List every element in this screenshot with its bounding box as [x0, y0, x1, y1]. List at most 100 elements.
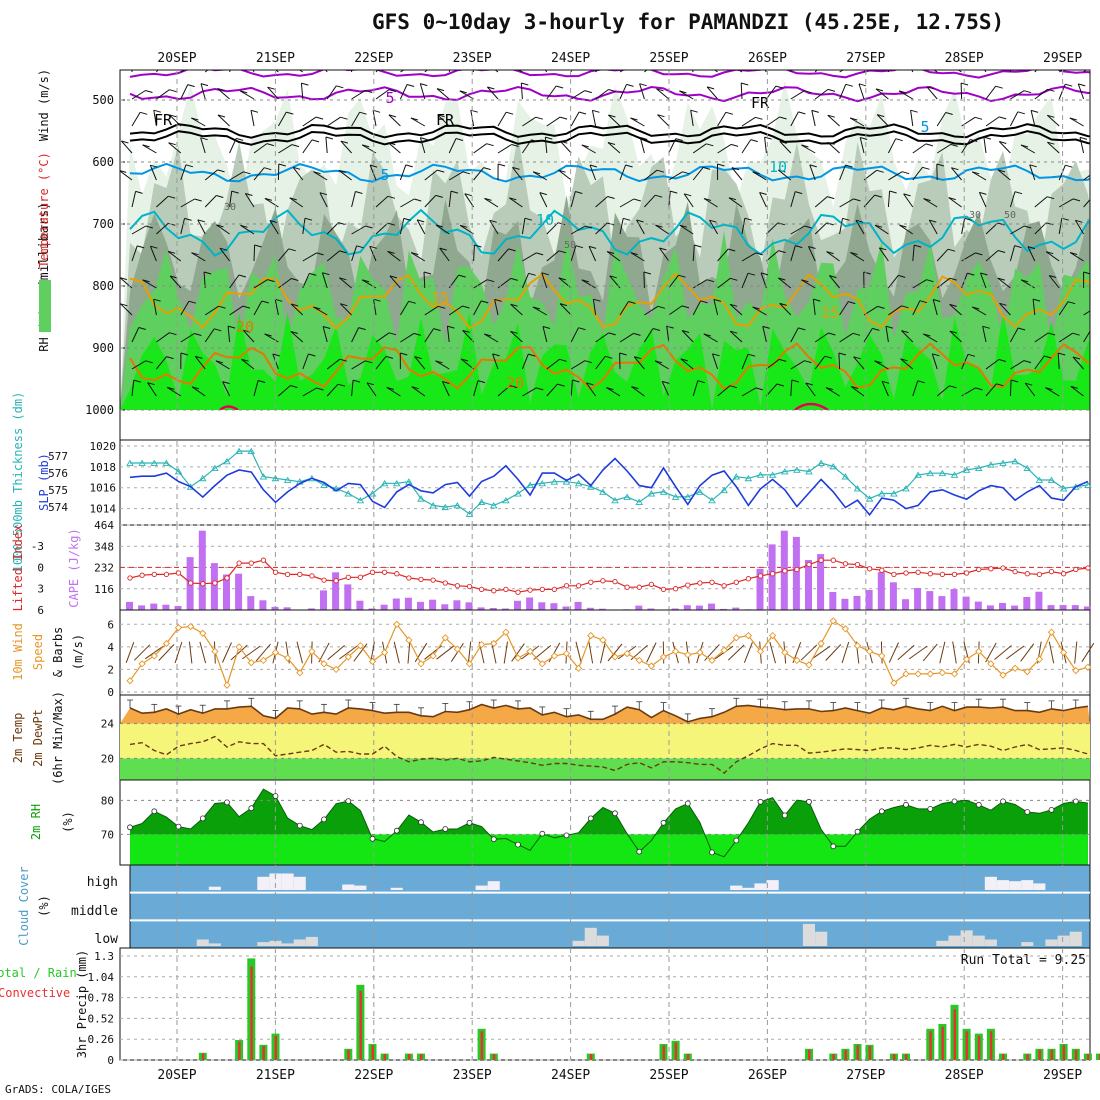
- wind-barb: [1058, 218, 1063, 235]
- wind-barb: [779, 303, 792, 316]
- wind-barb: [936, 143, 951, 154]
- wind-barb-flag: [824, 355, 832, 359]
- wind-speed-marker: [490, 639, 498, 648]
- cape-bar: [974, 601, 982, 610]
- day-label-top: 29SEP: [1043, 51, 1082, 66]
- lifted-index-marker: [915, 569, 921, 575]
- wind-speed-marker: [756, 647, 765, 656]
- day-label-bottom: 22SEP: [354, 1068, 393, 1083]
- wind-barb: [559, 140, 572, 154]
- cape-bar: [841, 598, 849, 610]
- lifted-index-marker: [175, 570, 182, 576]
- lifted-index-marker: [782, 568, 788, 574]
- lifted-index-marker: [309, 573, 315, 579]
- wind-barb: [971, 171, 987, 181]
- wind-barb: [351, 245, 358, 262]
- cape-bar: [889, 582, 897, 610]
- wind-barb: [400, 70, 405, 73]
- wind-barb-flag: [983, 136, 992, 140]
- wind-barb: [1083, 198, 1090, 208]
- wind-barb: [839, 218, 843, 235]
- precip-convective-bar: [929, 1031, 932, 1060]
- wind-barb-flag: [248, 57, 255, 59]
- lifted-index-marker: [963, 570, 970, 576]
- lifted-index-marker: [1000, 565, 1006, 571]
- lifted-index-marker: [236, 560, 242, 566]
- precip-convective-bar: [1086, 1054, 1090, 1060]
- wind-barb-flag: [778, 250, 786, 254]
- cloud-low-bar: [281, 943, 294, 946]
- wind-barb: [814, 89, 829, 100]
- cape-bar: [126, 601, 133, 610]
- wind-barb-flag: [755, 252, 763, 256]
- thickness-marker: [611, 496, 619, 504]
- wind-barb-flag: [236, 137, 244, 141]
- wind-barb: [131, 360, 146, 370]
- wind-barb: [679, 224, 694, 235]
- wind-barb: [1058, 301, 1069, 316]
- wind-barb: [728, 197, 743, 208]
- wind-barb-flag: [1046, 196, 1055, 200]
- wind-barb: [325, 136, 328, 154]
- cape-bar: [368, 608, 376, 610]
- wind-barb-flag: [950, 143, 958, 147]
- wind-barb: [229, 305, 244, 316]
- wind-barb: [608, 114, 621, 127]
- wind-barb-flag: [666, 325, 674, 329]
- wind-barb: [1010, 225, 1025, 235]
- lifted-index-marker: [733, 579, 739, 585]
- wind-barb: [424, 169, 438, 181]
- wind-barb-flag: [292, 166, 301, 170]
- cloud-high-bar: [390, 887, 403, 890]
- temp-axis-label: 2m Temp: [11, 713, 25, 764]
- wind-barb-flag: [655, 194, 663, 198]
- wind-barb: [936, 112, 947, 127]
- wind-barb-flag: [801, 279, 809, 283]
- wind-barb: [300, 83, 304, 100]
- wind-barb-flag: [309, 272, 317, 276]
- precip-convective-bar: [201, 1053, 205, 1060]
- day-label-bottom: 28SEP: [945, 1068, 984, 1083]
- wind-barb: [544, 137, 548, 154]
- wind-barb: [790, 245, 796, 262]
- surface-wind-barb: [174, 641, 183, 664]
- wind-barb-flag: [245, 193, 253, 196]
- wind-barb-flag: [217, 169, 225, 173]
- thickness-marker: [877, 490, 886, 497]
- cloud-high-bar: [342, 884, 355, 890]
- wind-speed-marker: [744, 631, 753, 640]
- wind-barb: [222, 381, 231, 397]
- cape-bar: [829, 592, 837, 610]
- wind-barb-flag: [998, 359, 1007, 362]
- cloud-low-bar: [815, 931, 828, 946]
- wind-barb: [388, 114, 401, 127]
- wind-barb: [424, 195, 437, 208]
- rh2m-marker: [612, 810, 618, 817]
- wind-barb-flag: [593, 298, 601, 302]
- wind-barb: [790, 90, 805, 100]
- wind-barb: [366, 382, 377, 397]
- thickness-marker: [780, 468, 789, 475]
- wind-speed-marker: [308, 647, 316, 656]
- wind-barb-flag: [447, 325, 455, 329]
- lifted-index-marker: [563, 583, 570, 589]
- wind-barb: [752, 306, 767, 316]
- rh2m-marker: [442, 826, 449, 832]
- surface-wind-barb: [952, 641, 957, 664]
- wind-barb-flag: [340, 140, 349, 144]
- lifted-index-marker: [333, 578, 339, 584]
- wind-barb: [636, 219, 645, 235]
- wind-speed-marker: [162, 639, 171, 648]
- wind-barb: [1034, 88, 1048, 100]
- wind-barb-flag: [1029, 164, 1037, 168]
- cloud-low-bar: [984, 939, 997, 946]
- wind-speed-marker: [502, 628, 510, 636]
- wind-barb: [1074, 220, 1085, 235]
- thickness-marker: [950, 471, 959, 478]
- wind-barb: [1034, 355, 1045, 370]
- wind-barb-flag: [752, 306, 760, 310]
- wind-barb: [668, 191, 671, 208]
- wind-barb: [606, 387, 621, 397]
- wind-barb: [546, 85, 557, 100]
- wind-barb-flag: [949, 330, 958, 334]
